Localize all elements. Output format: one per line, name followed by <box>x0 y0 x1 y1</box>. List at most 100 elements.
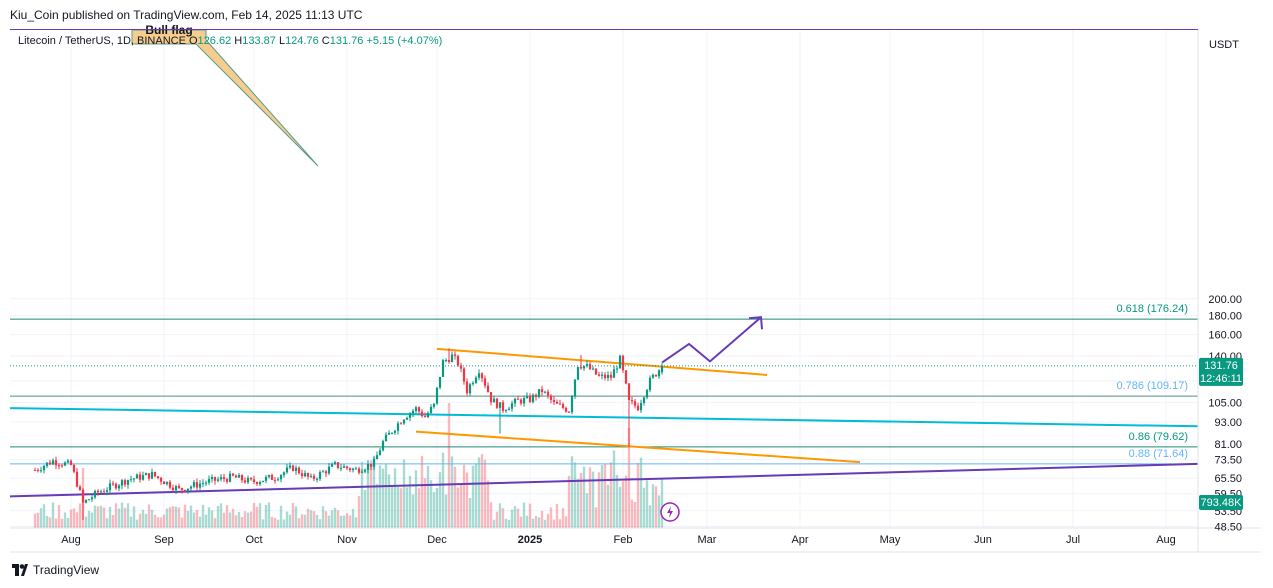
volume-bar <box>75 512 79 528</box>
candle-body <box>225 479 229 482</box>
volume-bar <box>225 505 229 528</box>
close-value: 131.76 <box>329 35 364 47</box>
x-tick-label: May <box>880 534 901 546</box>
candle-body <box>447 360 451 362</box>
candle-body <box>183 489 187 492</box>
x-tick-label: Jul <box>1066 534 1080 546</box>
volume-bar <box>558 519 562 528</box>
volume-bar <box>576 478 580 528</box>
volume-bar <box>330 510 334 528</box>
candle-body <box>144 473 148 476</box>
volume-bar <box>510 509 514 528</box>
x-tick-label: Nov <box>337 534 357 546</box>
candle-body <box>546 391 550 396</box>
x-tick-label: Jun <box>974 534 992 546</box>
candle-body <box>261 480 265 483</box>
x-tick-label: 2025 <box>518 534 542 546</box>
candle-body <box>522 398 526 404</box>
candle-body <box>543 391 547 393</box>
volume-bar <box>231 508 235 528</box>
candle-body <box>642 397 646 404</box>
volume-bar <box>45 516 49 528</box>
candle-body <box>513 398 517 404</box>
candle-body <box>657 370 661 377</box>
candle-body <box>207 479 211 483</box>
volume-bar <box>228 512 232 528</box>
candle-body <box>387 433 391 435</box>
candle-body <box>267 475 271 477</box>
candle-body <box>618 355 622 369</box>
volume-bar <box>345 513 349 528</box>
volume-bar <box>237 511 241 528</box>
candle-body <box>444 360 448 362</box>
volume-bar <box>333 507 337 528</box>
volume-bar <box>147 504 151 528</box>
volume-bar <box>399 488 403 528</box>
x-tick-label: Aug <box>61 534 81 546</box>
candle-body <box>621 355 625 371</box>
volume-bar <box>249 511 253 528</box>
volume-bar <box>138 513 142 528</box>
volume-bar <box>165 508 169 528</box>
candle-body <box>63 462 67 466</box>
candle-body <box>186 488 190 492</box>
volume-bar <box>156 517 160 528</box>
open-label: O <box>188 35 198 47</box>
candle-body <box>96 490 100 493</box>
volume-bar <box>468 498 472 528</box>
candle-body <box>357 468 361 473</box>
candle-body <box>111 483 115 485</box>
volume-bar <box>351 508 355 528</box>
trend-line-purple-support <box>9 462 1199 498</box>
volume-bar <box>501 508 505 528</box>
x-tick-label: Feb <box>614 534 633 546</box>
volume-bar <box>51 502 55 528</box>
volume-bar <box>435 487 439 528</box>
fib-label: 0.618 (176.24) <box>1116 303 1188 315</box>
volume-bar <box>60 518 64 528</box>
volume-bar <box>597 472 601 528</box>
candle-body <box>372 459 376 467</box>
volume-bar <box>195 509 199 528</box>
volume-bar <box>42 504 46 528</box>
volume-tag <box>1199 495 1243 510</box>
volume-bar <box>525 515 529 528</box>
volume-bar <box>387 474 391 528</box>
volume-bar <box>462 464 466 528</box>
candle-body <box>129 479 133 481</box>
volume-bar <box>240 516 244 528</box>
volume-bar <box>492 519 496 528</box>
volume-bar <box>561 507 565 528</box>
volume-bar <box>339 515 343 528</box>
candle-body <box>519 399 523 404</box>
volume-bar <box>78 503 82 528</box>
candle-body <box>198 483 202 488</box>
volume-bar <box>96 506 100 528</box>
volume-bar <box>633 501 637 528</box>
volume-bar <box>168 507 172 528</box>
candle-body <box>258 482 262 485</box>
volume-bar <box>309 510 313 528</box>
volume-bar <box>114 503 118 528</box>
volume-bar <box>72 508 76 528</box>
volume-bar <box>504 518 508 528</box>
volume-bar <box>276 519 280 528</box>
candle-body <box>288 465 292 468</box>
volume-bar <box>318 519 322 528</box>
volume-bar <box>657 495 661 528</box>
candle-body <box>591 368 595 370</box>
x-tick-label: Aug <box>1156 534 1176 546</box>
candle-body <box>573 379 577 397</box>
volume-bar <box>651 484 655 528</box>
candle-body <box>285 467 289 473</box>
candle-body <box>432 403 436 407</box>
candle-body <box>210 476 214 480</box>
volume-bar <box>135 519 139 528</box>
volume-bar <box>321 506 325 528</box>
candle-body <box>492 398 496 403</box>
volume-bar <box>117 508 121 528</box>
trend-line-orange-bottom <box>415 430 861 464</box>
candle-body <box>141 475 145 480</box>
candle-body <box>51 460 55 465</box>
